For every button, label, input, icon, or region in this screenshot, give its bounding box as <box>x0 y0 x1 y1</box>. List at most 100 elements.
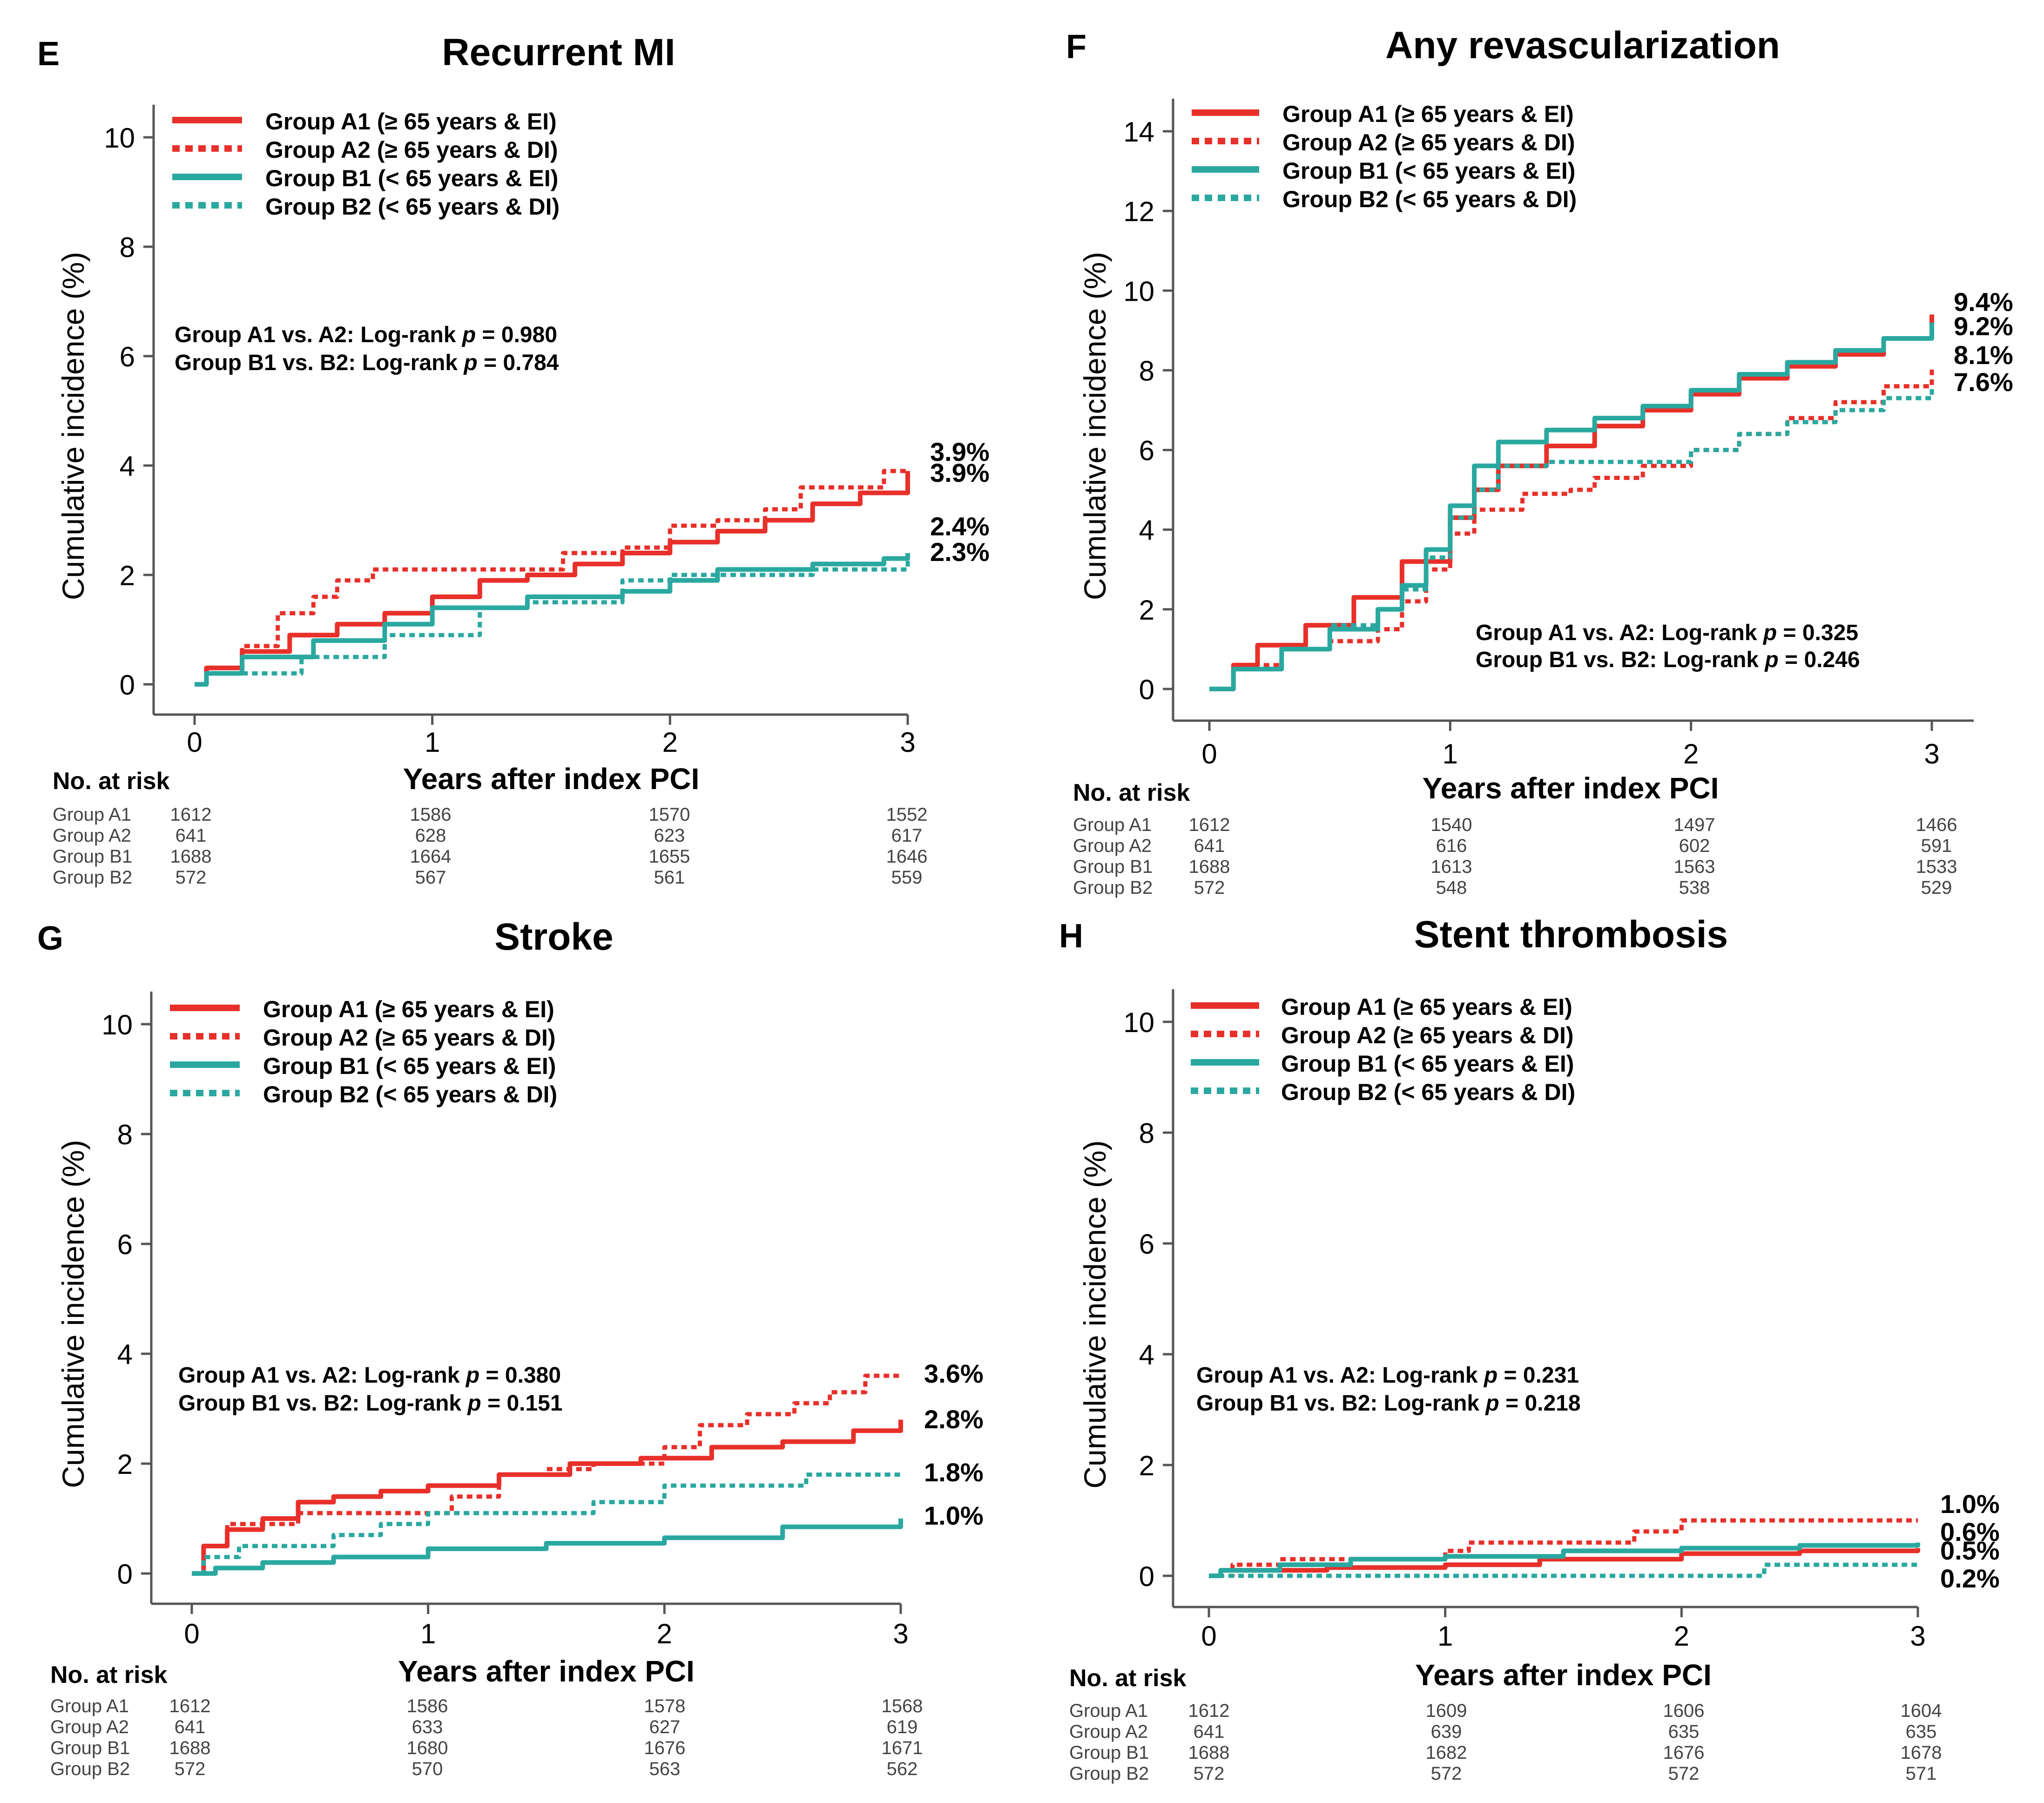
risk-table-header: No. at risk <box>1073 779 1190 806</box>
y-tick-label: 8 <box>1139 355 1154 386</box>
x-axis-label: Years after index PCI <box>1423 771 1719 805</box>
y-tick-label: 4 <box>1139 515 1154 546</box>
risk-cell: 641 <box>1194 1722 1225 1742</box>
y-tick-label: 2 <box>1139 594 1154 626</box>
end-label: 8.1% <box>1954 340 2013 370</box>
risk-cell: 561 <box>654 867 685 888</box>
risk-row-label: Group B1 <box>53 846 132 867</box>
logrank-stat: Group B1 vs. B2: Log-rank p = 0.246 <box>1476 648 1860 672</box>
risk-table-header: No. at risk <box>1069 1665 1186 1692</box>
risk-row-label: Group A2 <box>1069 1722 1148 1742</box>
x-tick-label: 0 <box>187 727 202 758</box>
legend-label: Group B1 (< 65 years & EI) <box>265 165 558 191</box>
risk-cell: 1578 <box>644 1696 686 1716</box>
risk-cell: 639 <box>1431 1722 1462 1742</box>
logrank-stat: Group A1 vs. A2: Log-rank p = 0.980 <box>175 323 557 347</box>
risk-row-label: Group A1 <box>1069 1701 1148 1721</box>
risk-cell: 571 <box>1906 1763 1937 1784</box>
risk-cell: 635 <box>1906 1722 1937 1742</box>
x-tick-label: 0 <box>184 1618 199 1649</box>
legend-label: Group B1 (< 65 years & EI) <box>1281 1051 1574 1077</box>
x-tick-label: 0 <box>1201 1621 1216 1652</box>
end-label: 3.9% <box>930 458 990 487</box>
series-line-group-b1 <box>195 553 910 687</box>
logrank-stat: Group B1 vs. B2: Log-rank p = 0.784 <box>175 351 559 375</box>
logrank-stat: Group A1 vs. A2: Log-rank p = 0.380 <box>178 1363 561 1388</box>
y-axis-label: Cumulative incidence (%) <box>56 1140 90 1488</box>
end-label: 1.0% <box>924 1501 984 1530</box>
risk-row-label: Group B1 <box>50 1738 130 1758</box>
legend-label: Group A2 (≥ 65 years & DI) <box>1282 129 1575 155</box>
y-tick-label: 10 <box>101 1009 133 1040</box>
risk-cell: 1612 <box>1189 815 1230 835</box>
risk-row-label: Group B1 <box>1073 857 1153 877</box>
panel-letter: H <box>1059 918 1083 955</box>
risk-cell: 1688 <box>1188 1742 1230 1763</box>
legend-label: Group A2 (≥ 65 years & DI) <box>1281 1022 1574 1048</box>
panel-letter: G <box>37 920 63 957</box>
risk-cell: 572 <box>1431 1763 1462 1784</box>
risk-cell: 1609 <box>1426 1701 1467 1721</box>
y-tick-label: 10 <box>1123 276 1154 307</box>
logrank-stat: Group A1 vs. A2: Log-rank p = 0.231 <box>1196 1363 1579 1388</box>
y-tick-label: 8 <box>117 1119 133 1150</box>
risk-row-label: Group B2 <box>50 1759 130 1779</box>
x-tick-label: 1 <box>420 1618 436 1649</box>
panel-G: G Stroke 0 2 4 6 8 10 0 1 2 3 Cumulative incidence (… <box>37 916 984 1779</box>
x-axis-label: Years after index PCI <box>403 762 700 796</box>
risk-cell: 616 <box>1436 836 1467 856</box>
risk-cell: 641 <box>175 825 207 846</box>
risk-cell: 1688 <box>169 1738 211 1758</box>
risk-cell: 602 <box>1679 836 1710 856</box>
risk-row-label: Group A1 <box>50 1696 129 1716</box>
risk-cell: 1682 <box>1426 1742 1467 1763</box>
y-tick-label: 0 <box>120 669 135 701</box>
y-tick-label: 8 <box>1139 1118 1154 1149</box>
risk-cell: 1671 <box>882 1738 923 1758</box>
risk-cell: 572 <box>1668 1763 1700 1784</box>
risk-cell: 627 <box>649 1717 681 1737</box>
risk-cell: 548 <box>1436 878 1467 898</box>
end-label: 3.9% <box>930 437 990 466</box>
risk-row-label: Group A1 <box>1073 815 1152 835</box>
legend-label: Group B2 (< 65 years & DI) <box>265 194 560 220</box>
risk-cell: 619 <box>887 1717 918 1737</box>
risk-cell: 1552 <box>886 804 928 825</box>
risk-cell: 572 <box>175 867 207 888</box>
x-tick-label: 2 <box>657 1618 672 1649</box>
legend-label: Group B1 (< 65 years & EI) <box>1282 158 1575 184</box>
risk-cell: 1676 <box>644 1738 686 1758</box>
risk-cell: 572 <box>1194 1763 1225 1784</box>
end-label: 2.8% <box>924 1405 984 1434</box>
y-tick-label: 10 <box>1123 1007 1154 1038</box>
risk-cell: 559 <box>891 867 923 888</box>
y-tick-label: 0 <box>1139 674 1154 705</box>
risk-cell: 1612 <box>170 804 212 825</box>
y-tick-label: 6 <box>1139 435 1154 466</box>
risk-cell: 1613 <box>1431 857 1472 877</box>
y-axis-label: Cumulative incidence (%) <box>56 252 90 600</box>
x-tick-label: 3 <box>893 1618 908 1649</box>
x-tick-label: 1 <box>1437 1621 1453 1652</box>
y-tick-label: 4 <box>120 451 135 482</box>
series-line-group-a1 <box>195 471 910 687</box>
risk-cell: 635 <box>1668 1722 1700 1742</box>
risk-row-label: Group A1 <box>53 804 131 825</box>
risk-cell: 563 <box>649 1759 681 1779</box>
series-line-group-a1 <box>192 1419 903 1576</box>
panel-E: E Recurrent MI 0 2 4 6 8 10 0 1 2 3 Cumulative incid… <box>37 31 990 888</box>
risk-row-label: Group A2 <box>50 1717 129 1737</box>
y-axis-label: Cumulative incidence (%) <box>1078 252 1112 600</box>
risk-cell: 1646 <box>886 846 928 867</box>
x-tick-label: 1 <box>425 727 440 758</box>
risk-row-label: Group B2 <box>1069 1763 1149 1784</box>
end-label: 0.6% <box>1940 1517 2000 1546</box>
risk-cell: 1497 <box>1674 815 1715 835</box>
legend-label: Group A1 (≥ 65 years & EI) <box>265 108 557 135</box>
series-line-group-a2 <box>192 1373 901 1576</box>
end-label: 9.2% <box>1954 311 2013 341</box>
x-tick-label: 2 <box>662 727 678 758</box>
risk-cell: 572 <box>1194 878 1225 898</box>
